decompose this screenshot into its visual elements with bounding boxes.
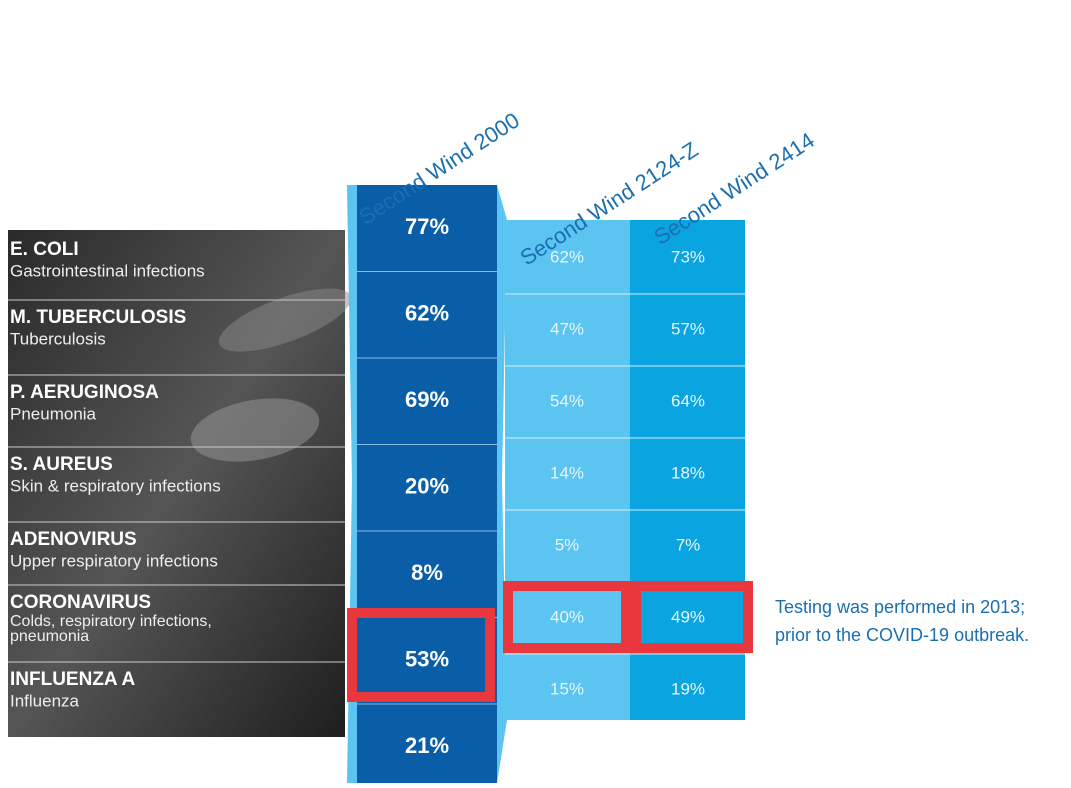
secondary-value: 49% [671,607,705,626]
secondary-value: 5% [555,535,580,554]
secondary-value: 62% [550,247,584,266]
pathogen-name: CORONAVIRUS [10,592,151,613]
pathogen-description: Skin & respiratory infections [10,476,221,495]
pathogen-name: M. TUBERCULOSIS [10,307,186,328]
pathogen-description: Influenza [10,691,80,710]
primary-value: 62% [405,300,449,325]
pathogen-name: P. AERUGINOSA [10,382,159,403]
pathogen-description: Pneumonia [10,404,97,423]
primary-value: 20% [405,473,449,498]
secondary-value: 40% [550,607,584,626]
secondary-value: 7% [676,535,701,554]
secondary-value: 47% [550,319,584,338]
secondary-value: 19% [671,679,705,698]
primary-value: 69% [405,387,449,412]
pathogen-description: Upper respiratory infections [10,551,218,570]
pathogen-description: Tuberculosis [10,329,106,348]
secondary-value: 57% [671,319,705,338]
note: Testing was performed in 2013; [775,597,1025,617]
secondary-value: 15% [550,679,584,698]
secondary-value: 64% [671,391,705,410]
primary-value: 21% [405,733,449,758]
page: Second Wind 2000Second Wind 2124-ZSecond… [0,0,1071,783]
primary-value: 8% [411,560,443,585]
secondary-value: 73% [671,247,705,266]
primary-value: 77% [405,214,449,239]
secondary-value: 18% [671,463,705,482]
secondary-value: 54% [550,391,584,410]
pathogen-name: S. AUREUS [10,454,113,475]
pathogen-name: ADENOVIRUS [10,529,137,550]
secondary-value: 14% [550,463,584,482]
pathogen-description: Gastrointestinal infections [10,261,205,280]
primary-value: 53% [405,646,449,671]
note: prior to the COVID-19 outbreak. [775,625,1029,645]
pathogen-name: INFLUENZA A [10,669,136,690]
pathogen-name: E. COLI [10,239,79,260]
